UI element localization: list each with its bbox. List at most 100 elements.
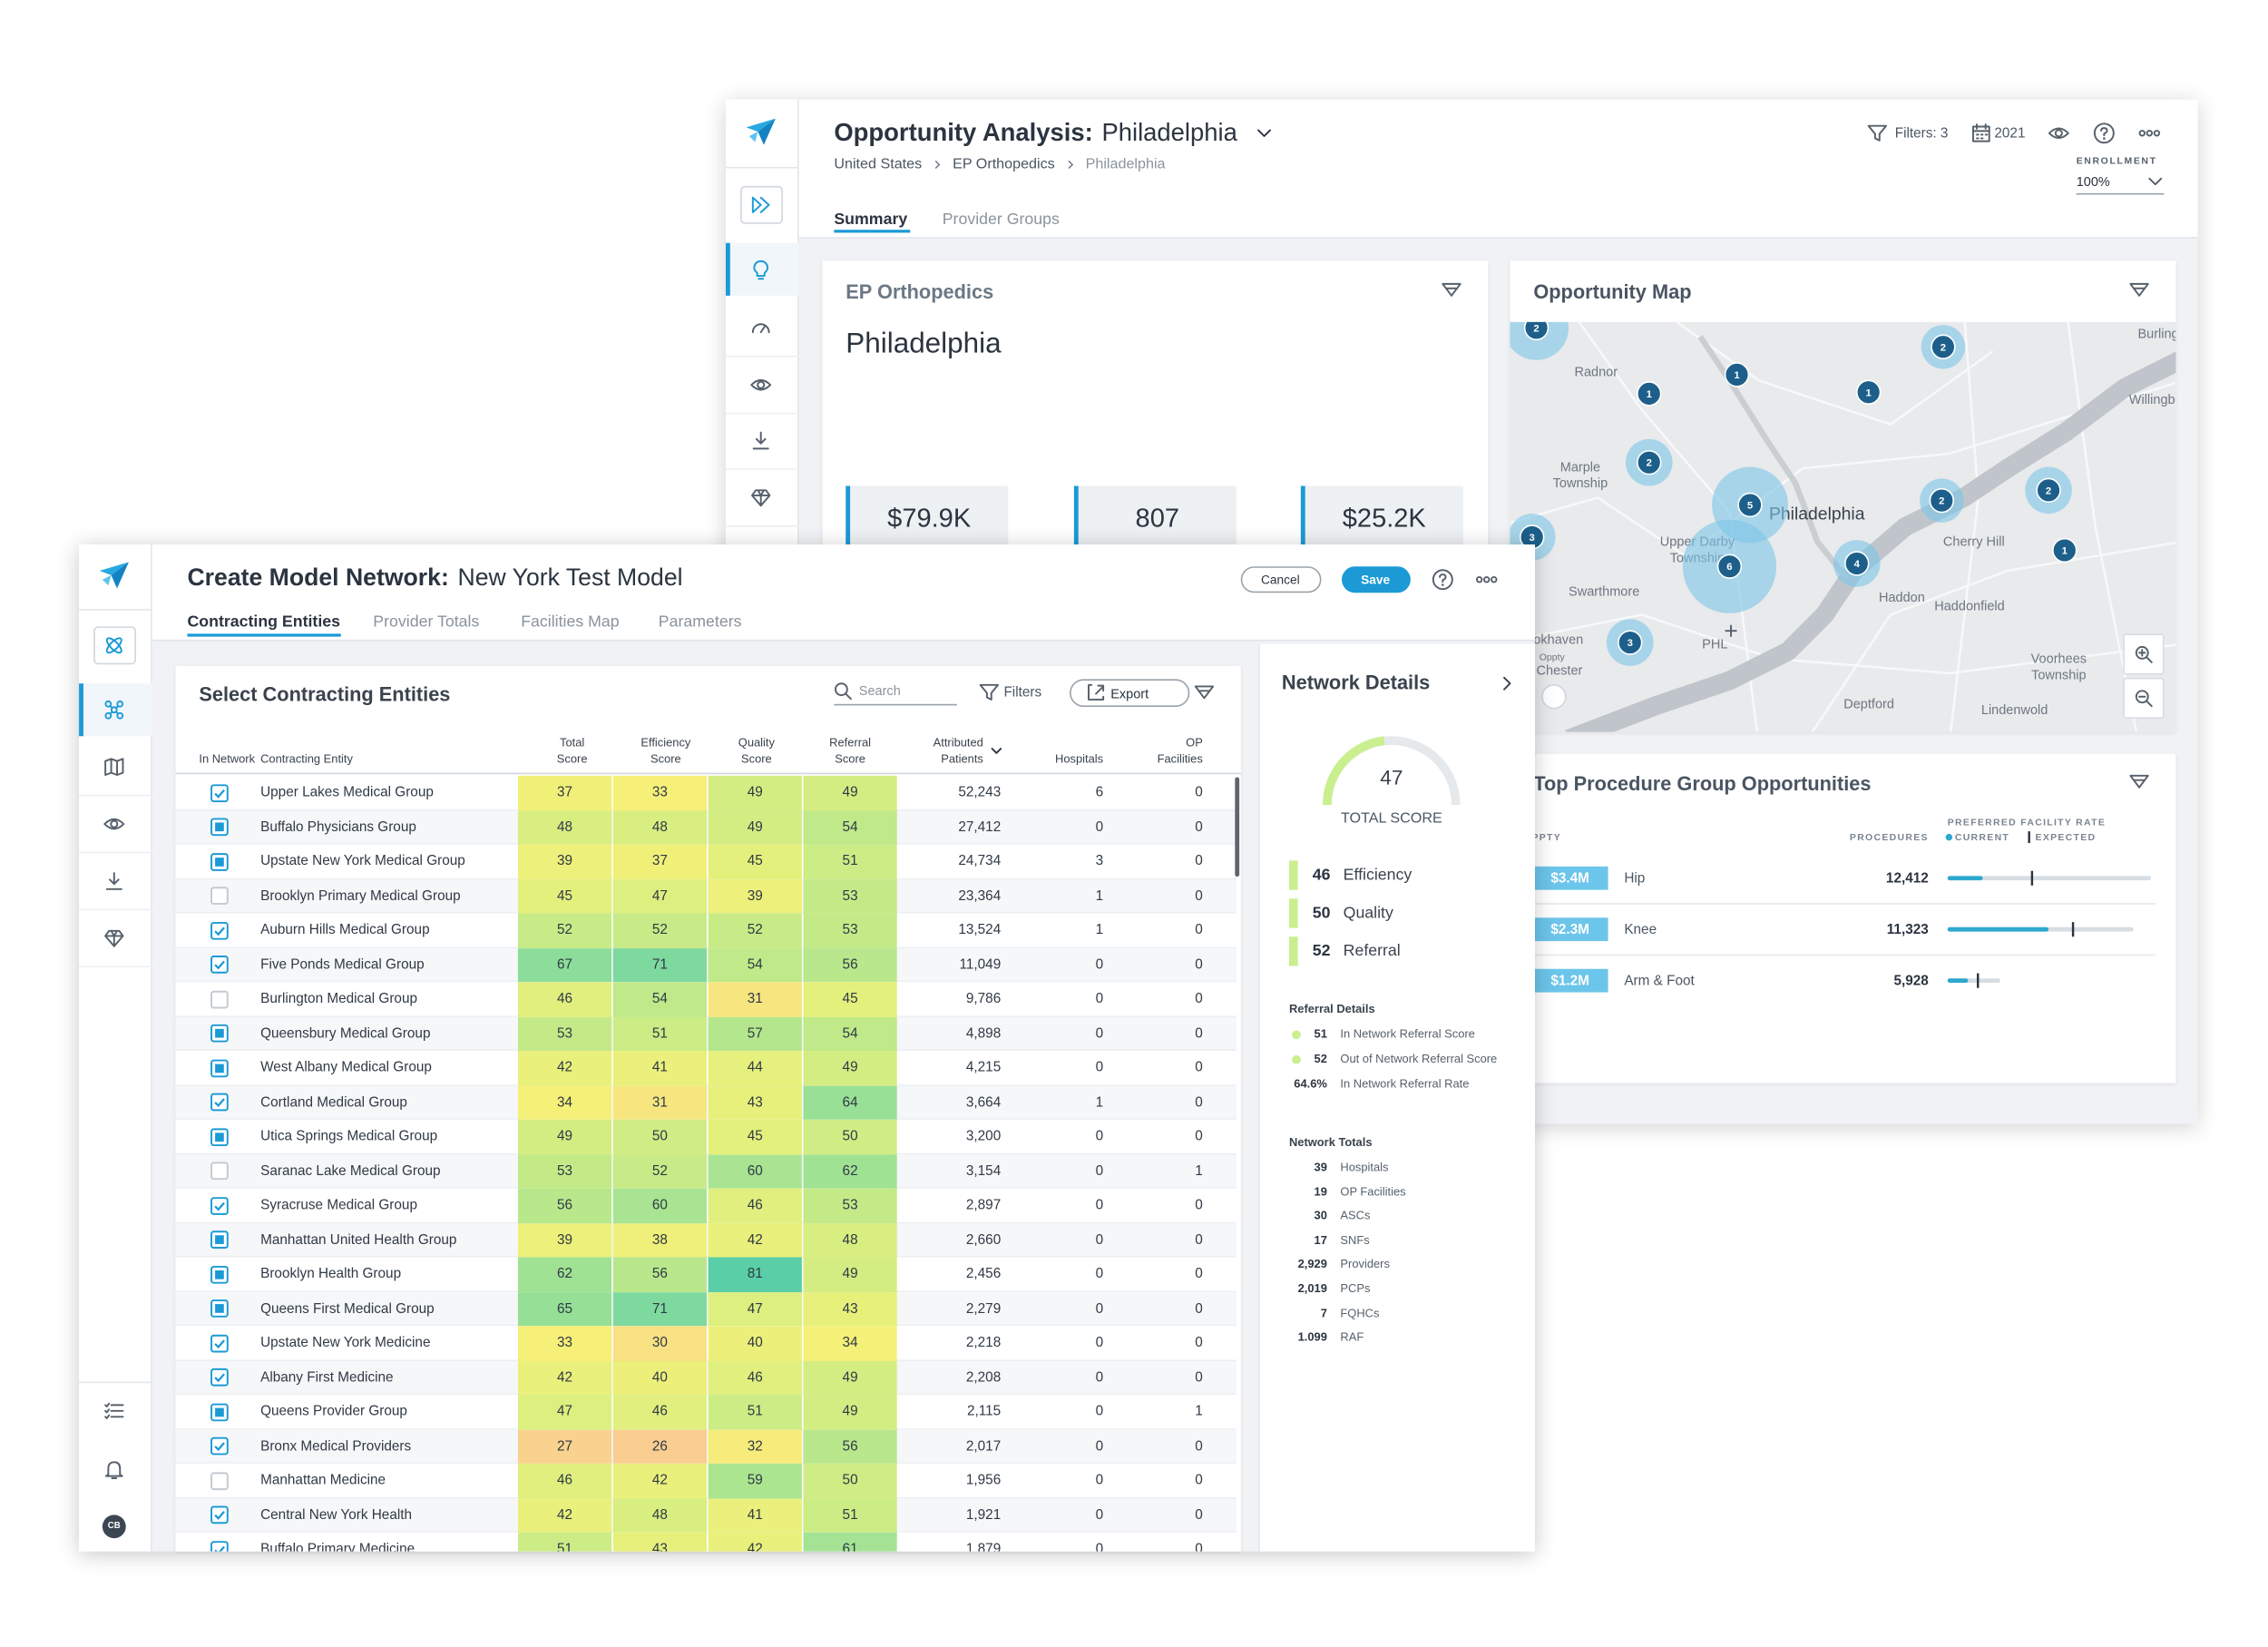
chevron-right-icon[interactable] — [1495, 672, 1519, 695]
tab[interactable]: Contracting Entities — [187, 613, 341, 632]
in-network-checkbox[interactable] — [210, 818, 229, 837]
export-icon[interactable] — [1084, 681, 1108, 704]
enrollment-value[interactable]: 100% — [2076, 173, 2110, 190]
in-network-checkbox[interactable] — [210, 1437, 229, 1456]
column-header[interactable]: In Network — [199, 751, 256, 765]
in-network-checkbox[interactable] — [210, 1093, 229, 1112]
sidebar-button-box[interactable] — [740, 185, 783, 224]
logo[interactable] — [743, 114, 778, 150]
tab[interactable]: Summary — [834, 211, 908, 229]
tab[interactable]: Provider Groups — [942, 211, 1060, 229]
sidebar-button-box[interactable] — [93, 626, 136, 665]
search-icon[interactable] — [831, 679, 855, 702]
column-header[interactable]: Total Score — [556, 736, 588, 765]
avatar[interactable] — [102, 1515, 126, 1539]
filter-icon[interactable] — [1865, 122, 1889, 145]
in-network-checkbox[interactable] — [210, 887, 229, 906]
network-icon[interactable] — [103, 698, 126, 721]
column-header[interactable]: Efficiency Score — [640, 736, 691, 765]
in-network-checkbox[interactable] — [210, 1059, 229, 1077]
eye-icon[interactable] — [2047, 122, 2070, 145]
zoom-button[interactable] — [2123, 633, 2165, 675]
filters-button[interactable]: Filters — [1003, 684, 1042, 701]
in-network-checkbox[interactable] — [210, 1472, 229, 1490]
score-cell — [708, 1257, 802, 1292]
gauge-icon[interactable] — [749, 316, 773, 339]
filter-lines-icon[interactable] — [2127, 770, 2151, 793]
column-header[interactable]: Contracting Entity — [260, 751, 353, 765]
save-button[interactable] — [1342, 566, 1411, 593]
sort-icon[interactable] — [984, 740, 1008, 763]
logo[interactable] — [96, 558, 132, 593]
export-button[interactable] — [1070, 679, 1190, 708]
breadcrumb-item[interactable]: Philadelphia — [1085, 155, 1166, 172]
calendar-icon[interactable] — [1970, 122, 1993, 145]
in-network-checkbox[interactable] — [210, 1127, 229, 1146]
in-network-checkbox[interactable] — [210, 990, 229, 1009]
help-icon[interactable] — [2092, 122, 2116, 145]
column-header[interactable]: OP Facilities — [1157, 736, 1203, 765]
breadcrumb-item[interactable]: EP Orthopedics — [953, 155, 1055, 172]
filters-button[interactable]: Filters: 3 — [1894, 124, 1949, 142]
scrollbar-thumb[interactable] — [1235, 777, 1240, 877]
in-network-checkbox[interactable] — [210, 1368, 229, 1387]
diamond-icon[interactable] — [103, 926, 126, 950]
help-icon[interactable] — [1431, 568, 1454, 592]
sidebar-active[interactable] — [79, 683, 152, 737]
bulb-icon[interactable] — [749, 258, 773, 281]
map-icon[interactable] — [103, 755, 126, 779]
minus-zoom-icon[interactable] — [2132, 686, 2156, 710]
in-network-checkbox[interactable] — [210, 1540, 229, 1552]
in-network-checkbox[interactable] — [210, 1299, 229, 1319]
zoom-button[interactable] — [2123, 677, 2165, 719]
search-input[interactable]: Search — [858, 683, 901, 699]
column-header[interactable]: Referral Score — [829, 736, 872, 765]
in-network-checkbox[interactable] — [210, 1162, 229, 1181]
score-value: 42 — [747, 1541, 763, 1552]
score-cell — [708, 878, 802, 914]
in-network-checkbox[interactable] — [210, 1024, 229, 1043]
card-subtitle: EP Orthopedics — [846, 279, 994, 303]
atom-icon[interactable] — [103, 633, 126, 657]
tab[interactable]: Facilities Map — [521, 613, 620, 632]
in-network-checkbox[interactable] — [210, 1196, 229, 1215]
chevron-down-icon[interactable] — [2144, 170, 2167, 193]
dots-icon[interactable] — [2137, 122, 2161, 145]
year-button[interactable]: 2021 — [1994, 124, 2026, 142]
in-network-checkbox[interactable] — [210, 921, 229, 940]
dots-icon[interactable] — [1475, 568, 1499, 592]
in-network-checkbox[interactable] — [210, 1230, 229, 1250]
filter-lines-icon[interactable] — [1440, 278, 1463, 301]
column-header[interactable]: Quality Score — [738, 736, 775, 765]
tab[interactable]: Provider Totals — [373, 613, 480, 632]
in-network-checkbox[interactable] — [210, 1334, 229, 1353]
filter-lines-icon[interactable] — [2127, 278, 2151, 301]
download-icon[interactable] — [749, 429, 773, 453]
diamond-icon[interactable] — [749, 485, 773, 509]
column-header[interactable]: Hospitals — [1055, 751, 1104, 765]
score-cell — [612, 809, 708, 845]
in-network-checkbox[interactable] — [210, 1403, 229, 1421]
list-icon[interactable] — [103, 1399, 126, 1423]
eye-icon[interactable] — [103, 812, 126, 836]
filter-lines-icon[interactable] — [1193, 681, 1217, 704]
in-network-checkbox[interactable] — [210, 956, 229, 975]
in-network-checkbox[interactable] — [210, 852, 229, 871]
forward-icon[interactable] — [749, 193, 773, 217]
filter-icon[interactable] — [977, 681, 1001, 704]
download-icon[interactable] — [103, 869, 126, 893]
breadcrumb-item[interactable]: United States — [834, 155, 923, 172]
eye-icon[interactable] — [749, 373, 773, 397]
in-network-checkbox[interactable] — [210, 1265, 229, 1284]
score-value: 39 — [557, 853, 573, 870]
bell-icon[interactable] — [103, 1457, 126, 1481]
in-network-checkbox[interactable] — [210, 1505, 229, 1524]
column-header[interactable]: Attributed Patients — [933, 736, 983, 765]
tab[interactable]: Parameters — [658, 613, 742, 632]
plus-zoom-icon[interactable] — [2132, 642, 2156, 666]
cancel-button[interactable] — [1240, 566, 1322, 593]
chevron-down-icon[interactable] — [1253, 122, 1276, 145]
in-network-checkbox[interactable] — [210, 783, 229, 802]
logo-wing — [748, 132, 758, 142]
sidebar-active[interactable] — [725, 242, 799, 296]
